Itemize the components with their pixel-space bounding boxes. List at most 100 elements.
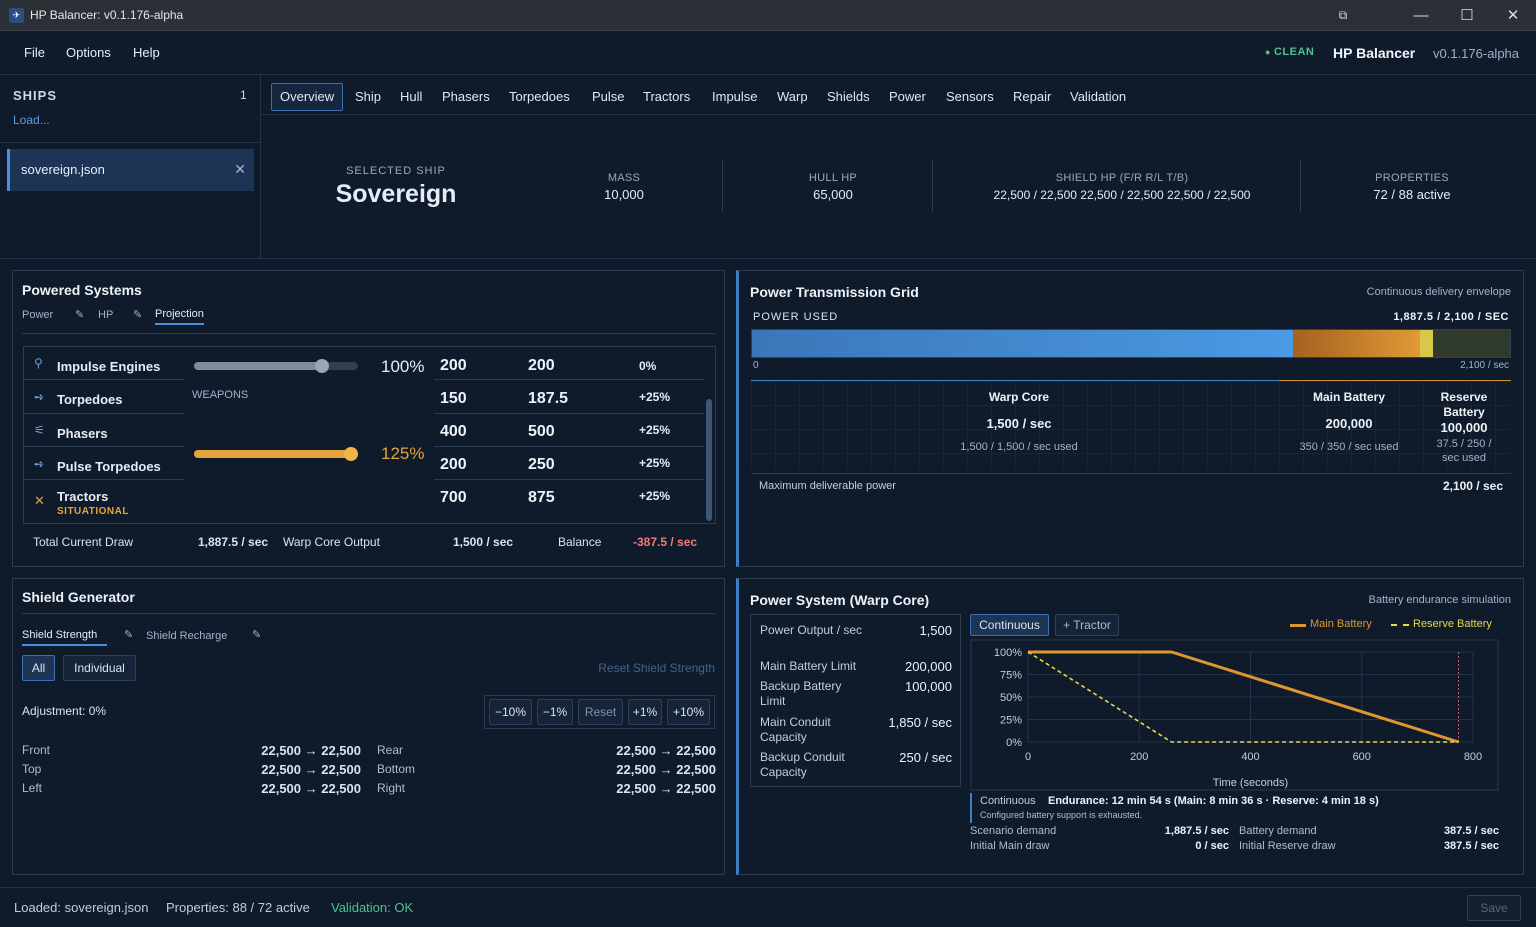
tab-shields[interactable]: Shields bbox=[827, 89, 870, 104]
minus-10-button[interactable]: −10% bbox=[489, 699, 532, 725]
reset-shield-link[interactable]: Reset Shield Strength bbox=[598, 661, 715, 675]
endurance-value: Endurance: 12 min 54 s (Main: 8 min 36 s… bbox=[1048, 795, 1379, 807]
spec-label: Main Battery Limit bbox=[760, 659, 857, 673]
power-grid-subtitle: Continuous delivery envelope bbox=[1366, 286, 1511, 298]
mode-individual-button[interactable]: Individual bbox=[63, 655, 136, 681]
minimize-button[interactable]: — bbox=[1413, 7, 1429, 24]
tab-hull[interactable]: Hull bbox=[400, 89, 423, 104]
table-scrollbar[interactable] bbox=[706, 399, 712, 521]
mode-all-button[interactable]: All bbox=[22, 655, 55, 681]
pencil-icon[interactable]: ✎ bbox=[75, 309, 85, 321]
weapons-label: WEAPONS bbox=[192, 389, 249, 401]
reset-button[interactable]: Reset bbox=[578, 699, 623, 725]
reserve-battery-name: Reserve Battery bbox=[1440, 390, 1488, 419]
spec-value: 200,000 bbox=[905, 659, 952, 674]
tab-power[interactable]: Power bbox=[889, 89, 926, 104]
x-tick-label: 0 bbox=[1025, 751, 1031, 763]
tab-torpedoes[interactable]: Torpedoes bbox=[509, 89, 570, 104]
pencil-icon[interactable]: ✎ bbox=[133, 309, 143, 321]
core-output-label: Warp Core Output bbox=[283, 535, 380, 549]
tractor-toggle-button[interactable]: + Tractor bbox=[1055, 614, 1119, 636]
base-value: 700 bbox=[440, 489, 467, 506]
stat-label: Scenario demand bbox=[970, 825, 1057, 837]
bar-segment-core bbox=[752, 330, 1294, 357]
system-name: Torpedoes bbox=[57, 392, 123, 407]
ship-file-item[interactable]: sovereign.json ✕ bbox=[7, 149, 254, 191]
situational-badge: SITUATIONAL bbox=[57, 506, 129, 517]
power-system-subtitle: Battery endurance simulation bbox=[1368, 594, 1511, 606]
stat-label: Battery demand bbox=[1239, 825, 1317, 837]
legend-reserve-swatch bbox=[1391, 624, 1409, 626]
spec-label: Power Output / sec bbox=[760, 623, 863, 637]
menu-help[interactable]: Help bbox=[133, 45, 160, 60]
menu-file[interactable]: File bbox=[24, 45, 45, 60]
spec-label: Backup Battery Limit bbox=[760, 679, 842, 708]
properties-value: 72 / 88 active bbox=[1373, 187, 1451, 202]
tab-validation[interactable]: Validation bbox=[1070, 89, 1127, 104]
tab-phasers[interactable]: Phasers bbox=[442, 89, 490, 104]
total-draw-value: 1,887.5 / sec bbox=[198, 535, 269, 549]
reserve-battery-used: 37.5 / 250 / sec used bbox=[1436, 438, 1492, 464]
load-link[interactable]: Load... bbox=[13, 113, 50, 127]
system-name: Impulse Engines bbox=[57, 359, 161, 374]
tab-tractors[interactable]: Tractors bbox=[643, 89, 691, 104]
pencil-icon[interactable]: ✎ bbox=[124, 629, 134, 641]
brand-name: HP Balancer bbox=[1333, 45, 1416, 61]
spec-value: 1,500 bbox=[919, 623, 952, 638]
tab-repair[interactable]: Repair bbox=[1013, 89, 1052, 104]
menu-options[interactable]: Options bbox=[66, 45, 111, 60]
facing-label: Rear bbox=[377, 743, 404, 757]
subtab-shield-recharge[interactable]: Shield Recharge bbox=[146, 630, 228, 642]
minus-1-button[interactable]: −1% bbox=[537, 699, 573, 725]
total-draw-label: Total Current Draw bbox=[33, 535, 134, 549]
mass-value: 10,000 bbox=[604, 187, 644, 202]
status-bar: Loaded: sovereign.json Properties: 88 / … bbox=[0, 887, 1536, 927]
close-button[interactable]: ✕ bbox=[1506, 7, 1520, 24]
impulse-percent: 100% bbox=[381, 357, 425, 376]
stat-value: 387.5 / sec bbox=[1443, 840, 1499, 852]
close-file-icon[interactable]: ✕ bbox=[234, 161, 246, 177]
subtab-projection[interactable]: Projection bbox=[155, 308, 204, 325]
max-power-value: 2,100 / sec bbox=[1442, 479, 1503, 493]
tab-pulse[interactable]: Pulse bbox=[592, 89, 625, 104]
delta-percent: +25% bbox=[639, 456, 671, 470]
tab-warp[interactable]: Warp bbox=[777, 89, 808, 104]
base-value: 200 bbox=[440, 357, 467, 374]
ship-name: Sovereign bbox=[335, 180, 457, 208]
base-value: 200 bbox=[440, 456, 467, 473]
pencil-icon[interactable]: ✎ bbox=[252, 629, 262, 641]
subtab-shield-strength[interactable]: Shield Strength bbox=[22, 629, 108, 646]
impulse-icon: ⚲ bbox=[34, 356, 43, 370]
tab-impulse[interactable]: Impulse bbox=[712, 89, 758, 104]
base-value: 150 bbox=[440, 390, 467, 407]
y-tick-label: 100% bbox=[994, 647, 1022, 659]
plus-10-button[interactable]: +10% bbox=[667, 699, 710, 725]
impulse-slider[interactable] bbox=[194, 359, 358, 373]
phaser-icon: ⚟ bbox=[34, 423, 45, 437]
tab-sensors[interactable]: Sensors bbox=[946, 89, 994, 104]
y-tick-label: 0% bbox=[1006, 737, 1022, 749]
weapons-slider[interactable] bbox=[194, 447, 359, 461]
x-tick-label: 200 bbox=[1130, 751, 1148, 763]
chart-frame bbox=[970, 639, 1499, 791]
stat-value: 1,887.5 / sec bbox=[1164, 825, 1229, 837]
tab-overview[interactable]: Overview bbox=[271, 83, 344, 111]
delta-percent: 0% bbox=[639, 359, 657, 373]
properties-status: Properties: 88 / 72 active bbox=[166, 900, 310, 915]
maximize-button[interactable]: ☐ bbox=[1460, 7, 1474, 24]
max-power-label: Maximum deliverable power bbox=[759, 480, 896, 492]
plus-1-button[interactable]: +1% bbox=[628, 699, 662, 725]
save-button[interactable]: Save bbox=[1467, 895, 1521, 921]
subtab-hp[interactable]: HP bbox=[98, 309, 114, 321]
tab-ship[interactable]: Ship bbox=[355, 89, 382, 104]
facing-value: 22,500 → 22,500 bbox=[616, 781, 716, 796]
snap-icon[interactable]: ⧉ bbox=[1338, 8, 1348, 22]
facing-label: Left bbox=[22, 781, 43, 795]
continuous-button[interactable]: Continuous bbox=[970, 614, 1049, 636]
subtab-power[interactable]: Power bbox=[22, 309, 54, 321]
spec-value: 1,850 / sec bbox=[888, 715, 952, 730]
power-grid-title: Power Transmission Grid bbox=[750, 284, 919, 300]
mass-label: MASS bbox=[607, 172, 641, 184]
ship-file-name: sovereign.json bbox=[21, 162, 105, 177]
delta-percent: +25% bbox=[639, 423, 671, 437]
